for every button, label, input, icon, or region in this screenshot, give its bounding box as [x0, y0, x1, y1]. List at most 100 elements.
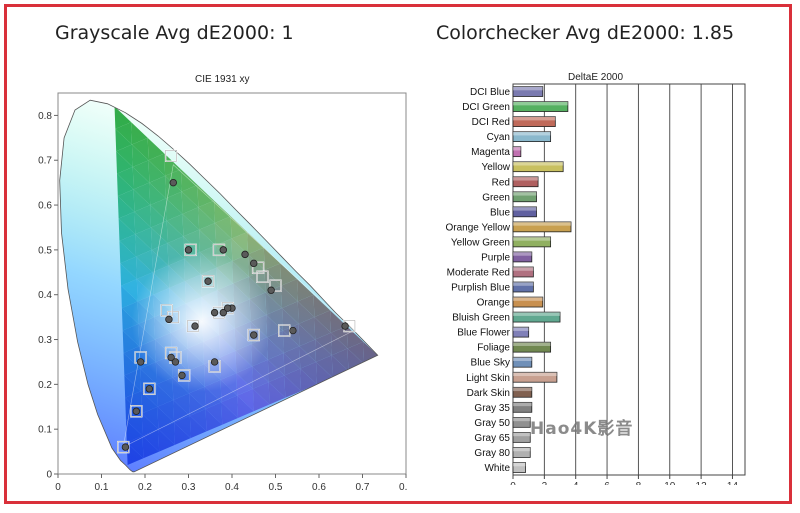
- x-tick-label: 0.1: [95, 482, 109, 493]
- measured-point: [289, 326, 297, 335]
- measured-point: [341, 322, 349, 330]
- category-label: Gray 65: [474, 433, 510, 444]
- x-tick-label: 0: [55, 482, 61, 493]
- category-label: Yellow Green: [451, 237, 510, 248]
- bar: [512, 401, 533, 413]
- x-tick-label: 0.7: [356, 482, 370, 493]
- measured-point: [184, 246, 193, 254]
- measured-point: [219, 246, 227, 254]
- category-label: Blue Sky: [471, 358, 510, 369]
- category-label: Gray 80: [474, 448, 510, 459]
- bar: [512, 86, 544, 97]
- bar: [512, 191, 537, 203]
- bar-highlight: [513, 267, 534, 271]
- x-tick-label: 0.8: [399, 482, 407, 493]
- bar-highlight: [513, 251, 532, 256]
- bar: [512, 116, 556, 127]
- bar-highlight: [513, 327, 529, 331]
- grayscale-headline: Grayscale Avg dE2000: 1: [55, 22, 294, 44]
- bar-plot-area: [512, 83, 746, 476]
- measured-point: [178, 371, 186, 380]
- category-label: Magenta: [471, 147, 510, 158]
- bar: [512, 206, 537, 218]
- category-label: Purplish Blue: [451, 283, 510, 294]
- bar: [512, 371, 558, 383]
- cie-chart-title: CIE 1931 xy: [195, 74, 250, 85]
- bar-highlight: [513, 402, 532, 407]
- bar: [512, 447, 531, 458]
- bar-highlight: [513, 146, 521, 151]
- watermark-text: Hao4K影音: [530, 419, 634, 439]
- y-tick-label: 0.3: [38, 335, 52, 346]
- category-label: Cyan: [487, 132, 510, 143]
- category-label: Dark Skin: [467, 388, 510, 399]
- bar-highlight: [513, 387, 532, 392]
- target-marker-outline: [248, 329, 260, 341]
- y-tick-label: 0.7: [38, 156, 52, 167]
- measured-point: [210, 308, 219, 317]
- deltae-chart: 0 2 4 6 8 10 12 14 DCI Blue DCI Green DCI Red Cyan M…: [446, 83, 746, 485]
- category-label: Yellow: [481, 162, 510, 173]
- bar: [512, 311, 561, 323]
- bar: [512, 432, 531, 443]
- measured-point: [136, 358, 145, 366]
- measured-point: [267, 286, 275, 294]
- bar-highlight: [513, 131, 551, 136]
- x-tick-label: 2: [542, 481, 548, 485]
- bar-highlight: [513, 282, 534, 286]
- bar: [512, 176, 539, 188]
- bar-highlight: [513, 161, 564, 166]
- measured-point: [165, 315, 173, 324]
- measured-point: [121, 443, 130, 451]
- gamut-triangle: [122, 164, 355, 448]
- category-label: Bluish Green: [452, 313, 510, 324]
- bar: [512, 281, 534, 293]
- bar-highlight: [513, 357, 532, 362]
- bar: [512, 266, 534, 278]
- bar-highlight: [513, 236, 551, 241]
- target-marker-outline: [143, 383, 156, 395]
- category-label: DCI Green: [462, 102, 510, 113]
- bar-highlight: [513, 176, 539, 181]
- category-label: Orange Yellow: [446, 222, 511, 233]
- measured-point: [250, 259, 258, 268]
- category-label: Blue: [490, 207, 510, 218]
- x-tick-label: 0.4: [225, 482, 239, 493]
- bar: [512, 386, 533, 398]
- bar: [512, 417, 531, 428]
- bar: [512, 341, 552, 353]
- measured-point: [169, 178, 177, 187]
- bar: [512, 221, 572, 233]
- category-label: DCI Red: [472, 117, 510, 128]
- bar: [512, 131, 552, 142]
- y-tick-label: 0.2: [38, 380, 52, 391]
- bar-highlight: [513, 417, 531, 422]
- category-label: Foliage: [477, 343, 510, 354]
- bar-highlight: [513, 297, 543, 301]
- bar: [512, 161, 564, 173]
- category-label: Blue Flower: [457, 328, 510, 339]
- category-label: White: [484, 463, 510, 474]
- measured-point: [132, 407, 140, 415]
- measured-point: [145, 385, 154, 393]
- bar-highlight: [513, 101, 568, 106]
- y-tick-label: 0.6: [38, 201, 52, 212]
- target-marker-outline: [130, 405, 143, 417]
- y-tick-label: 0.1: [38, 425, 52, 436]
- target-marker-outline: [256, 271, 269, 283]
- x-tick-label: 0.6: [312, 482, 326, 493]
- measured-point: [223, 304, 232, 312]
- bar: [512, 101, 569, 112]
- category-label: Gray 35: [474, 403, 510, 414]
- bar-highlight: [513, 372, 557, 377]
- y-tick-label: 0.4: [38, 290, 52, 301]
- bar-highlight: [513, 86, 543, 91]
- bar-highlight: [513, 447, 531, 452]
- bar: [512, 236, 552, 248]
- bar: [512, 326, 530, 338]
- measured-point: [171, 358, 180, 366]
- category-label: Red: [492, 177, 510, 188]
- measured-point: [219, 308, 227, 317]
- target-marker-outline: [202, 275, 214, 287]
- bar: [512, 462, 526, 473]
